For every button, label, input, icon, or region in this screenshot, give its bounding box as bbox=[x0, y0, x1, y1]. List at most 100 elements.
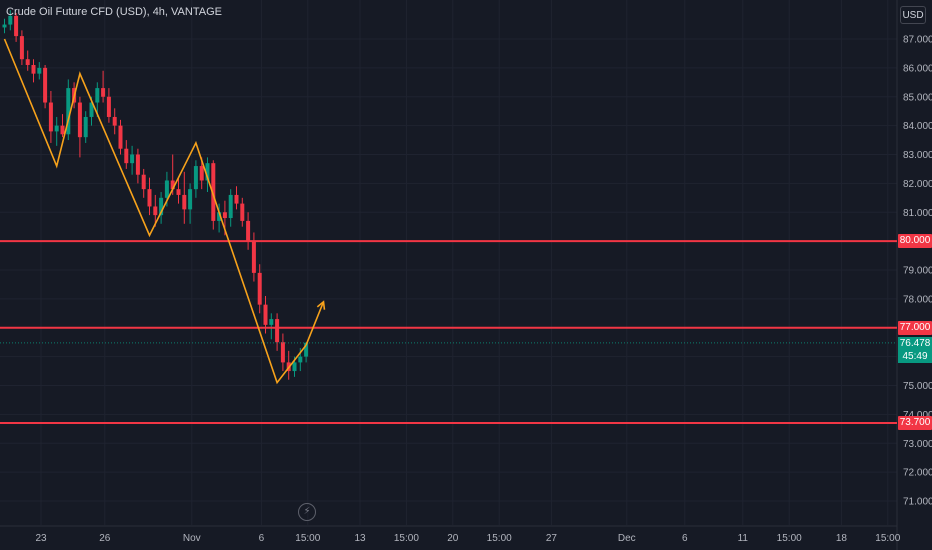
candle-body bbox=[292, 362, 297, 372]
x-tick-label: 6 bbox=[259, 533, 265, 544]
candle bbox=[240, 197, 245, 227]
candle bbox=[176, 177, 181, 204]
candle bbox=[66, 79, 71, 141]
candle-body bbox=[153, 206, 158, 216]
zigzag-pattern-line bbox=[3, 38, 307, 385]
candle bbox=[141, 168, 146, 198]
candle-body bbox=[280, 342, 285, 363]
x-tick-label: 27 bbox=[546, 533, 558, 544]
candle bbox=[124, 140, 129, 169]
candle bbox=[228, 189, 233, 227]
candle bbox=[54, 116, 59, 146]
x-tick-label: Dec bbox=[618, 533, 636, 544]
candle-body bbox=[83, 116, 88, 138]
y-tick-label: 71.000 bbox=[903, 497, 932, 508]
candle-body bbox=[228, 194, 233, 219]
candle bbox=[8, 10, 13, 31]
candle bbox=[205, 157, 210, 193]
candle bbox=[31, 59, 36, 83]
last-price-badge: 76.478 45:49 bbox=[898, 336, 932, 363]
candle bbox=[251, 232, 256, 282]
candle bbox=[14, 13, 19, 42]
x-tick-label: 13 bbox=[354, 533, 366, 544]
candle-body bbox=[37, 67, 42, 74]
candle-body bbox=[199, 166, 204, 181]
y-tick-label: 75.000 bbox=[903, 381, 932, 392]
level-price-label: 80.000 bbox=[898, 234, 932, 249]
candle bbox=[2, 18, 7, 34]
level-price-label: 73.700 bbox=[898, 416, 932, 431]
candle bbox=[147, 177, 152, 216]
candle-body bbox=[8, 15, 13, 25]
candle-body bbox=[188, 189, 193, 210]
y-tick-label: 73.000 bbox=[903, 439, 932, 450]
x-tick-label: 11 bbox=[738, 533, 749, 544]
x-tick-label: 15:00 bbox=[394, 533, 419, 544]
candle bbox=[188, 183, 193, 224]
candle bbox=[43, 64, 48, 109]
candle-body bbox=[118, 125, 123, 149]
candle bbox=[83, 111, 88, 143]
currency-button[interactable]: USD bbox=[900, 6, 926, 24]
x-tick-label: 20 bbox=[447, 533, 459, 544]
candle-body bbox=[43, 67, 48, 103]
candle-body bbox=[234, 194, 239, 204]
candle-body bbox=[182, 194, 187, 210]
x-tick-label: 15:00 bbox=[487, 533, 512, 544]
level-price-label: 77.000 bbox=[898, 320, 932, 335]
y-tick-label: 79.000 bbox=[903, 266, 932, 277]
candle-body bbox=[217, 212, 222, 221]
candle bbox=[269, 313, 274, 340]
candle-body bbox=[60, 125, 65, 135]
candle bbox=[182, 171, 187, 224]
candle-body bbox=[31, 64, 36, 74]
candle-body bbox=[222, 212, 227, 219]
candle bbox=[37, 62, 42, 80]
candle-body bbox=[275, 319, 280, 343]
candle-body bbox=[298, 356, 303, 363]
candle bbox=[234, 186, 239, 210]
projection-arrow-line bbox=[305, 301, 325, 346]
y-tick-label: 78.000 bbox=[903, 294, 932, 305]
candle bbox=[217, 203, 222, 233]
candle-body bbox=[130, 154, 135, 164]
candle-body bbox=[95, 88, 100, 103]
candle bbox=[135, 148, 140, 184]
candle-body bbox=[48, 102, 53, 132]
projection-arrow-head bbox=[316, 300, 326, 310]
candle-body bbox=[269, 319, 274, 325]
candle-body bbox=[19, 36, 24, 60]
lightning-icon[interactable]: ⚡ bbox=[298, 503, 316, 521]
candle-body bbox=[205, 163, 210, 181]
candle-body bbox=[164, 180, 169, 198]
candle-body bbox=[211, 163, 216, 221]
chart-title: Crude Oil Future CFD (USD), 4h, VANTAGE bbox=[6, 6, 222, 18]
y-tick-label: 83.000 bbox=[903, 150, 932, 161]
candle-body bbox=[240, 203, 245, 221]
x-tick-label: 6 bbox=[682, 533, 688, 544]
candle-body bbox=[14, 15, 19, 37]
candle-body bbox=[257, 272, 262, 305]
candle-body bbox=[251, 241, 256, 273]
candle-body bbox=[2, 24, 7, 28]
candle bbox=[106, 88, 111, 123]
candle-body bbox=[54, 125, 59, 132]
x-tick-label: 15:00 bbox=[777, 533, 802, 544]
candle-body bbox=[89, 102, 94, 117]
last-price-value: 76.478 bbox=[899, 337, 931, 349]
x-tick-label: 26 bbox=[99, 533, 111, 544]
candle bbox=[153, 194, 158, 227]
candle-body bbox=[124, 148, 129, 164]
candle bbox=[257, 264, 262, 314]
candle-body bbox=[170, 180, 175, 190]
candle bbox=[159, 192, 164, 224]
candle-body bbox=[101, 88, 106, 97]
candle bbox=[48, 90, 53, 143]
candle-body bbox=[193, 166, 198, 190]
candle bbox=[275, 313, 280, 351]
candle bbox=[60, 114, 65, 138]
x-tick-label: 18 bbox=[836, 533, 848, 544]
candle bbox=[118, 119, 123, 155]
candle-body bbox=[66, 88, 71, 135]
